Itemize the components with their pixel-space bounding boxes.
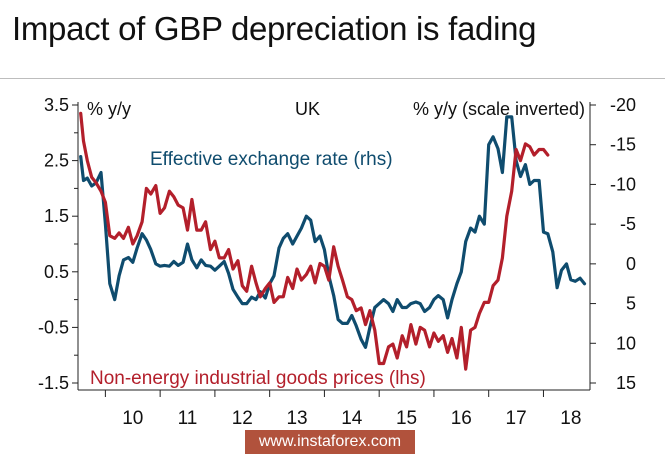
- x-tick-label: 10: [122, 408, 143, 429]
- x-tick-label: 15: [396, 408, 417, 429]
- right-tick-label: -15: [610, 135, 636, 155]
- left-tick-label: 3.5: [44, 95, 69, 115]
- x-tick-label: 16: [451, 408, 472, 429]
- right-tick-label: 15: [616, 373, 636, 393]
- left-tick-label: 2.5: [44, 151, 69, 171]
- chart-title: Impact of GBP depreciation is fading: [12, 10, 537, 47]
- eer-series-line: [79, 115, 587, 349]
- left-tick-label: -1.5: [38, 373, 69, 393]
- right-tick-label: 0: [626, 254, 636, 274]
- watermark: www.instaforex.com: [245, 430, 415, 454]
- right-tick-label: 5: [626, 294, 636, 314]
- left-axis-unit-label: % y/y: [87, 99, 131, 119]
- left-tick-label: -0.5: [38, 317, 69, 337]
- x-tick-label: 13: [286, 408, 307, 429]
- x-tick-label: 14: [341, 408, 363, 429]
- neig-series-line: [79, 111, 550, 371]
- right-axis-unit-label: % y/y (scale inverted): [413, 99, 585, 119]
- left-tick-label: 1.5: [44, 206, 69, 226]
- title-divider: [0, 78, 665, 79]
- right-tick-label: 10: [616, 333, 636, 353]
- x-tick-label: 18: [560, 408, 581, 429]
- neig-series-label: Non-energy industrial goods prices (lhs): [90, 368, 426, 389]
- x-tick-label: 12: [232, 408, 253, 429]
- right-tick-label: -10: [610, 174, 636, 194]
- country-annotation: UK: [295, 99, 320, 119]
- left-tick-label: 0.5: [44, 262, 69, 282]
- right-tick-label: -5: [620, 214, 636, 234]
- right-tick-label: -20: [610, 95, 636, 115]
- x-tick-label: 17: [506, 408, 527, 429]
- eer-series-label: Effective exchange rate (rhs): [150, 149, 393, 170]
- x-tick-label: 11: [178, 408, 198, 429]
